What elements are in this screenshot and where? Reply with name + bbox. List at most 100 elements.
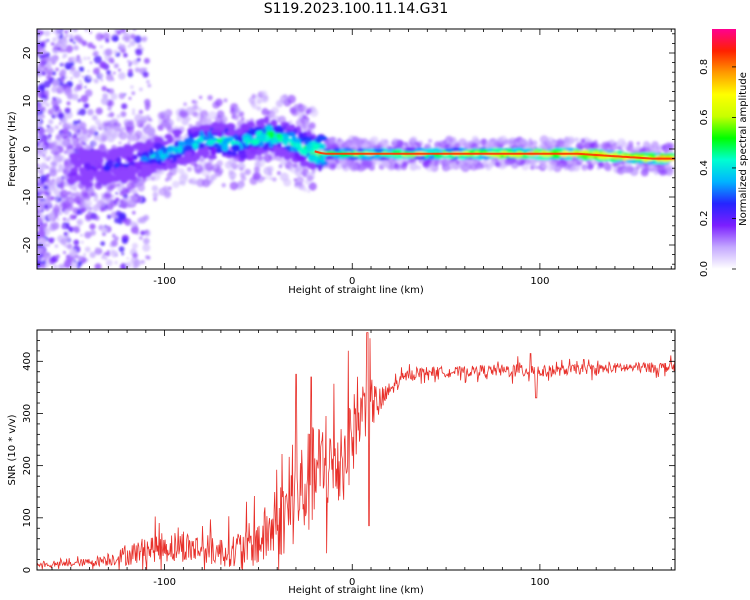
spectrogram-ridge-blob [192, 142, 199, 149]
spectrogram-speckle [133, 259, 141, 267]
spectrogram-speckle [55, 254, 60, 259]
spectrogram-speckle [119, 44, 126, 50]
spectrogram-speckle [118, 72, 126, 80]
spectrogram-speckle [51, 99, 59, 107]
spectrogram-ridge-blob [123, 144, 133, 152]
spectrogram-ridge-blob [506, 148, 514, 154]
spectrogram-ridge-blob [149, 148, 154, 156]
spectrogram-speckle [139, 87, 143, 92]
spectrogram-halo-point [471, 135, 479, 143]
spectrogram-ridge-blob [202, 135, 211, 141]
spectrogram-speckle [84, 86, 87, 89]
spectrogram-speckle [77, 98, 81, 103]
spectrogram-halo-point [296, 176, 304, 185]
spectrogram-halo-point [193, 163, 198, 168]
spectrogram-halo-point [622, 167, 627, 173]
spectrogram-speckle [37, 191, 40, 197]
spectrogram-ridge-blob [276, 133, 282, 139]
spectrogram-ridge-blob [448, 154, 456, 159]
spectrogram-halo-point [285, 164, 290, 169]
spectrogram-halo-point [572, 163, 581, 172]
spectrogram-speckle [76, 218, 84, 226]
spectrogram-halo-point [278, 164, 283, 169]
spectrogram-halo-point [603, 143, 607, 147]
spectrogram-speckle [46, 192, 50, 196]
spectrogram-speckle [146, 255, 151, 260]
spectrogram-halo-point [603, 162, 612, 171]
spectrogram-halo-point [287, 94, 296, 104]
spectrogram-ridge-blob [199, 130, 204, 137]
spectrogram-ridge-blob [107, 174, 116, 183]
spectrogram-halo-point [137, 184, 145, 192]
spectrogram-halo-point [168, 186, 172, 191]
spectrogram-halo-point [497, 136, 504, 143]
spectrogram-speckle [92, 78, 96, 82]
spectrogram-ridge-blob [149, 163, 160, 169]
spectrogram-halo-point [54, 154, 63, 163]
spectrogram-speckle [94, 250, 97, 253]
spectrogram-halo-point [185, 116, 191, 122]
spectrogram-ridge-blob [274, 126, 285, 134]
spectrogram-halo-point [485, 163, 492, 171]
spectrogram-halo-point [80, 140, 85, 146]
spectrogram-speckle [93, 50, 99, 57]
spectrogram-speckle [41, 191, 44, 194]
spectrogram-speckle [44, 252, 52, 259]
spectrogram-halo-point [662, 144, 667, 149]
snr-y-axis-label: SNR (10 * v/v) [7, 414, 18, 485]
spectrogram-halo-point [567, 159, 573, 165]
spectrogram-halo-point [587, 163, 594, 171]
spectrogram-speckle [51, 222, 60, 230]
spectrogram-halo-point [79, 125, 84, 130]
spectrogram-speckle [93, 67, 100, 75]
spectrogram-ridge-blob [203, 124, 211, 129]
spectrogram-ridge-blob [116, 147, 124, 155]
spectrogram-speckle [80, 94, 89, 103]
spectrogram-speckle [59, 35, 63, 39]
spectrogram-speckle [127, 29, 130, 32]
spectrogram-ridge-blob [317, 136, 328, 141]
spectrogram-speckle [120, 111, 127, 118]
snr-ticks: -100 0 100 0 100 200 300 400 [22, 329, 675, 588]
spectrogram-speckle [79, 61, 82, 64]
y-tick-label: 20 [22, 47, 33, 60]
spectrogram-heatmap [37, 29, 675, 269]
spectrogram-speckle [114, 217, 121, 224]
spectrogram-speckle [141, 37, 147, 43]
spectrogram-speckle [39, 174, 48, 182]
spectrogram-speckle [69, 38, 74, 43]
spectrogram-speckle [40, 98, 47, 106]
x-tick-label: 0 [349, 577, 355, 588]
spectrogram-halo-point [80, 207, 86, 213]
spectrogram-halo-point [63, 166, 71, 174]
spectrogram-speckle [112, 35, 119, 42]
spectrogram-ridge-blob [258, 133, 267, 141]
spectrogram-ridge-blob [320, 155, 326, 163]
spectrogram-speckle [106, 214, 112, 219]
spectrogram-halo-point [240, 117, 245, 121]
spectrogram-speckle [60, 68, 67, 75]
spectrogram-ridge-blob [582, 149, 590, 155]
spectrogram-halo-point [583, 164, 588, 168]
spectrogram-speckle [66, 225, 70, 229]
spectrogram-ridge-line [314, 150, 675, 160]
spectrogram-ridge-blob [184, 151, 193, 157]
spectrogram-ridge-blob [210, 129, 221, 134]
spectrogram-ridge-blob [134, 161, 140, 169]
colorbar-tick-label: 0.2 [699, 211, 710, 227]
spectrogram-speckle [124, 36, 131, 43]
spectrogram-speckle [43, 185, 49, 191]
spectrogram-ridge-blob [198, 142, 205, 148]
spectrogram-ridge-blob [362, 155, 372, 159]
spectrogram-speckle [128, 64, 131, 67]
spectrogram-speckle [105, 38, 110, 43]
spectrogram-speckle [50, 196, 55, 201]
spectrogram-halo-point [643, 167, 648, 172]
spectrogram-ridge-blob [491, 148, 503, 153]
spectrogram-ridge-blob [356, 148, 364, 153]
spectrogram-speckle [73, 227, 80, 234]
spectrogram-ridge-blob [183, 144, 194, 151]
spectrogram-y-axis-label: Frequency (Hz) [7, 111, 18, 187]
spectrogram-ridge-blob [306, 131, 312, 137]
spectrogram-speckle [65, 45, 74, 53]
